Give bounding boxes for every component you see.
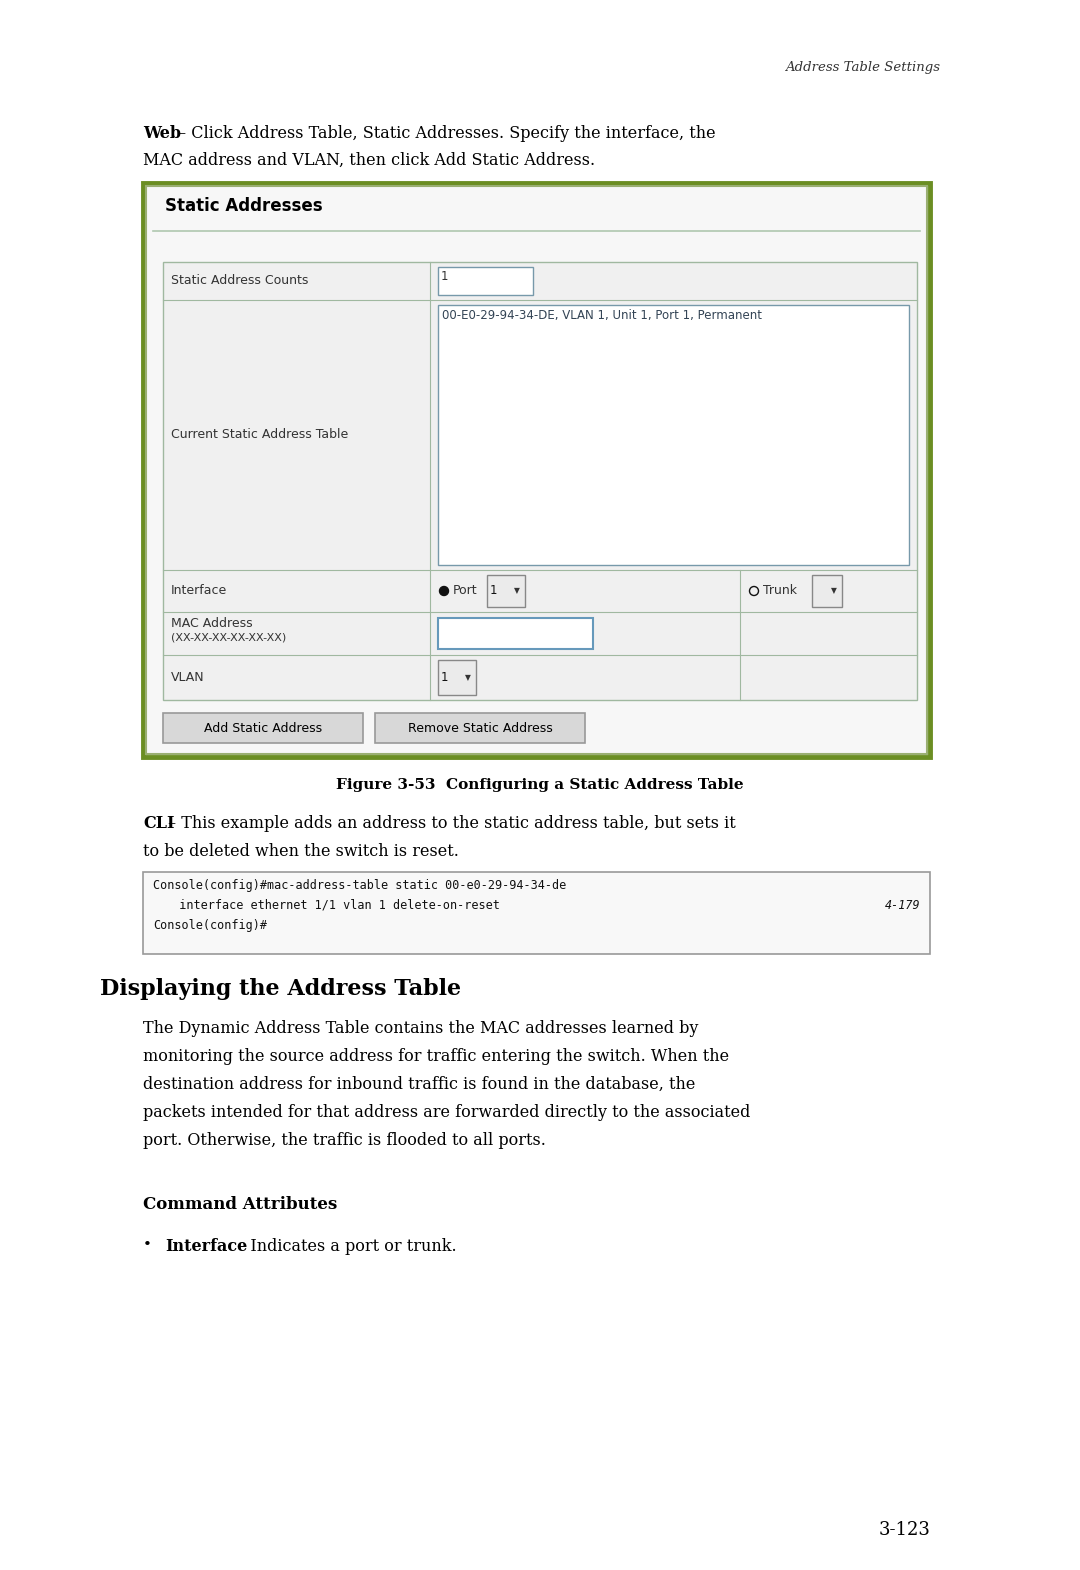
Circle shape — [440, 587, 448, 595]
Text: – Indicates a port or trunk.: – Indicates a port or trunk. — [232, 1239, 457, 1254]
Text: 3-123: 3-123 — [878, 1521, 930, 1539]
Text: MAC Address: MAC Address — [171, 617, 253, 630]
Text: Interface: Interface — [171, 584, 227, 598]
Text: •: • — [143, 1239, 152, 1251]
Text: Add Static Address: Add Static Address — [204, 722, 322, 735]
Text: 00-E0-29-94-34-DE, VLAN 1, Unit 1, Port 1, Permanent: 00-E0-29-94-34-DE, VLAN 1, Unit 1, Port … — [442, 309, 762, 322]
Text: 4-179: 4-179 — [885, 900, 920, 912]
Text: Interface: Interface — [165, 1239, 247, 1254]
Text: interface ethernet 1/1 vlan 1 delete-on-reset: interface ethernet 1/1 vlan 1 delete-on-… — [165, 900, 500, 912]
Text: Static Addresses: Static Addresses — [165, 196, 323, 215]
Text: Port: Port — [453, 584, 477, 598]
Bar — [143, 871, 930, 955]
Text: (XX-XX-XX-XX-XX-XX): (XX-XX-XX-XX-XX-XX) — [171, 633, 286, 642]
Bar — [487, 575, 525, 608]
Text: 1: 1 — [441, 670, 448, 685]
Bar — [812, 575, 842, 608]
Text: The Dynamic Address Table contains the MAC addresses learned by: The Dynamic Address Table contains the M… — [143, 1020, 699, 1038]
Text: ▼: ▼ — [832, 587, 837, 595]
Text: MAC address and VLAN, then click Add Static Address.: MAC address and VLAN, then click Add Sta… — [143, 152, 595, 170]
Bar — [146, 185, 927, 754]
Text: destination address for inbound traffic is found in the database, the: destination address for inbound traffic … — [143, 1075, 696, 1093]
Text: – Click Address Table, Static Addresses. Specify the interface, the: – Click Address Table, Static Addresses.… — [178, 126, 716, 141]
Text: Command Attributes: Command Attributes — [143, 1196, 337, 1214]
Text: 1: 1 — [490, 584, 498, 598]
Text: port. Otherwise, the traffic is flooded to all ports.: port. Otherwise, the traffic is flooded … — [143, 1132, 545, 1149]
Text: ▼: ▼ — [514, 587, 519, 595]
Text: Address Table Settings: Address Table Settings — [785, 61, 940, 74]
Text: 1: 1 — [441, 270, 448, 283]
Text: ▼: ▼ — [465, 674, 471, 681]
Text: Remove Static Address: Remove Static Address — [407, 722, 552, 735]
Text: CLI: CLI — [143, 815, 175, 832]
Text: monitoring the source address for traffic entering the switch. When the: monitoring the source address for traffi… — [143, 1049, 729, 1064]
Bar — [438, 619, 593, 648]
Text: Console(config)#mac-address-table static 00-e0-29-94-34-de: Console(config)#mac-address-table static… — [153, 879, 566, 892]
Bar — [438, 267, 534, 295]
Text: Figure 3-53  Configuring a Static Address Table: Figure 3-53 Configuring a Static Address… — [336, 779, 744, 791]
Bar — [143, 184, 930, 757]
Text: Static Address Counts: Static Address Counts — [171, 275, 309, 287]
Text: – This example adds an address to the static address table, but sets it: – This example adds an address to the st… — [168, 815, 735, 832]
Text: Console(config)#: Console(config)# — [153, 918, 267, 933]
Text: to be deleted when the switch is reset.: to be deleted when the switch is reset. — [143, 843, 459, 860]
Bar — [163, 713, 363, 743]
Text: packets intended for that address are forwarded directly to the associated: packets intended for that address are fo… — [143, 1104, 751, 1121]
Text: Trunk: Trunk — [762, 584, 797, 598]
Bar — [375, 713, 585, 743]
Text: Web: Web — [143, 126, 181, 141]
Text: Displaying the Address Table: Displaying the Address Table — [100, 978, 461, 1000]
Bar — [438, 659, 476, 696]
Text: VLAN: VLAN — [171, 670, 204, 685]
Bar — [163, 262, 917, 700]
Bar — [438, 305, 909, 565]
Text: Current Static Address Table: Current Static Address Table — [171, 429, 348, 441]
